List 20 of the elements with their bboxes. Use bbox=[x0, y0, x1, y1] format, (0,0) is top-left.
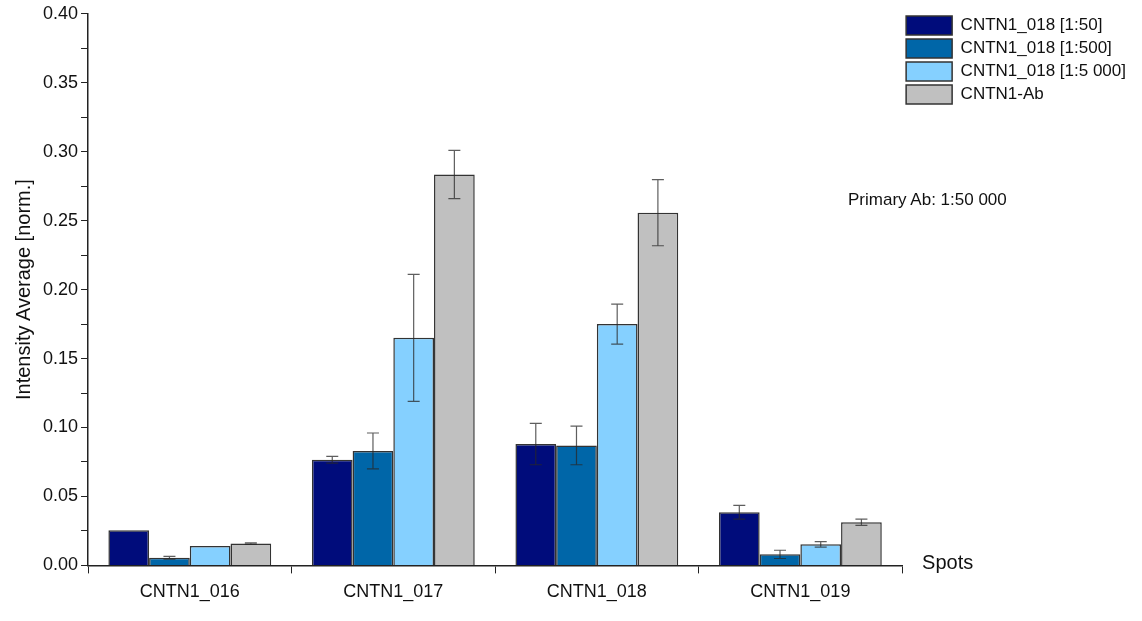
legend-label: CNTN1_018 [1:5 000] bbox=[960, 61, 1127, 81]
y-tick-label: 0.35 bbox=[42, 71, 79, 92]
x-tick-label: CNTN1_018 bbox=[546, 581, 647, 603]
y-tick-label: 0.10 bbox=[42, 416, 79, 437]
y-tick-label: 0.40 bbox=[42, 2, 79, 23]
y-axis-title: Intensity Average [norm.] bbox=[11, 179, 34, 401]
x-tick-label: CNTN1_019 bbox=[750, 581, 851, 603]
x-tick-label: CNTN1_017 bbox=[343, 581, 444, 603]
y-tick-label: 0.25 bbox=[42, 209, 79, 230]
y-tick-label: 0.05 bbox=[42, 485, 79, 506]
y-tick-label: 0.00 bbox=[42, 554, 79, 575]
y-tick-label: 0.15 bbox=[42, 347, 79, 368]
legend-label: CNTN1_018 [1:500] bbox=[960, 38, 1112, 58]
y-tick-label: 0.20 bbox=[42, 278, 79, 299]
legend-label: CNTN1_018 [1:50] bbox=[960, 15, 1103, 35]
legend-label: CNTN1-Ab bbox=[960, 84, 1044, 104]
x-tick-label: CNTN1_016 bbox=[139, 581, 240, 603]
y-tick-label: 0.30 bbox=[42, 140, 79, 161]
annotation: Primary Ab: 1:50 000 bbox=[848, 190, 1007, 210]
x-axis-title: Spots bbox=[922, 550, 974, 573]
